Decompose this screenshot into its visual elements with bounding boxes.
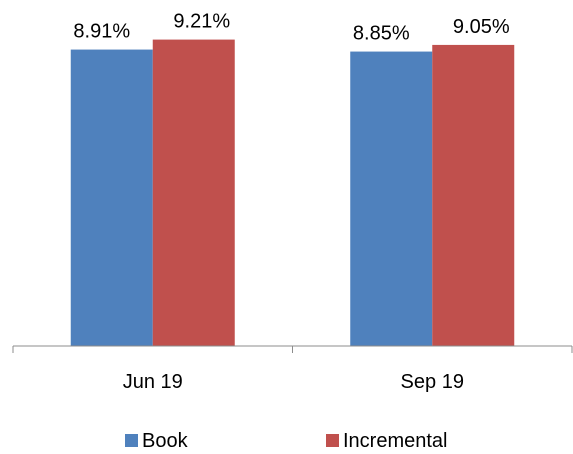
category-label: Sep 19 — [401, 371, 464, 393]
bar-book-jun-19 — [70, 49, 153, 346]
legend-swatch-book — [125, 434, 138, 447]
data-label: 8.91% — [73, 21, 130, 43]
bar-incremental-jun-19 — [152, 39, 235, 346]
data-label: 9.21% — [173, 11, 230, 33]
bar-incremental-sep-19 — [432, 44, 515, 347]
data-label: 9.05% — [453, 16, 510, 38]
bars-group — [70, 39, 515, 347]
legend-label: Book — [142, 430, 189, 452]
data-label: 8.85% — [353, 23, 410, 45]
legend-label: Incremental — [343, 430, 448, 452]
legend-swatch-incremental — [326, 434, 339, 447]
category-label: Jun 19 — [123, 371, 183, 393]
category-labels: Jun 19 Sep 19 — [123, 371, 464, 393]
legend: Book Incremental — [125, 430, 448, 452]
x-axis-ticks — [12, 346, 573, 353]
data-labels-group: 8.91% 9.21% 8.85% 9.05% — [73, 11, 509, 45]
bar-book-sep-19 — [350, 51, 433, 346]
